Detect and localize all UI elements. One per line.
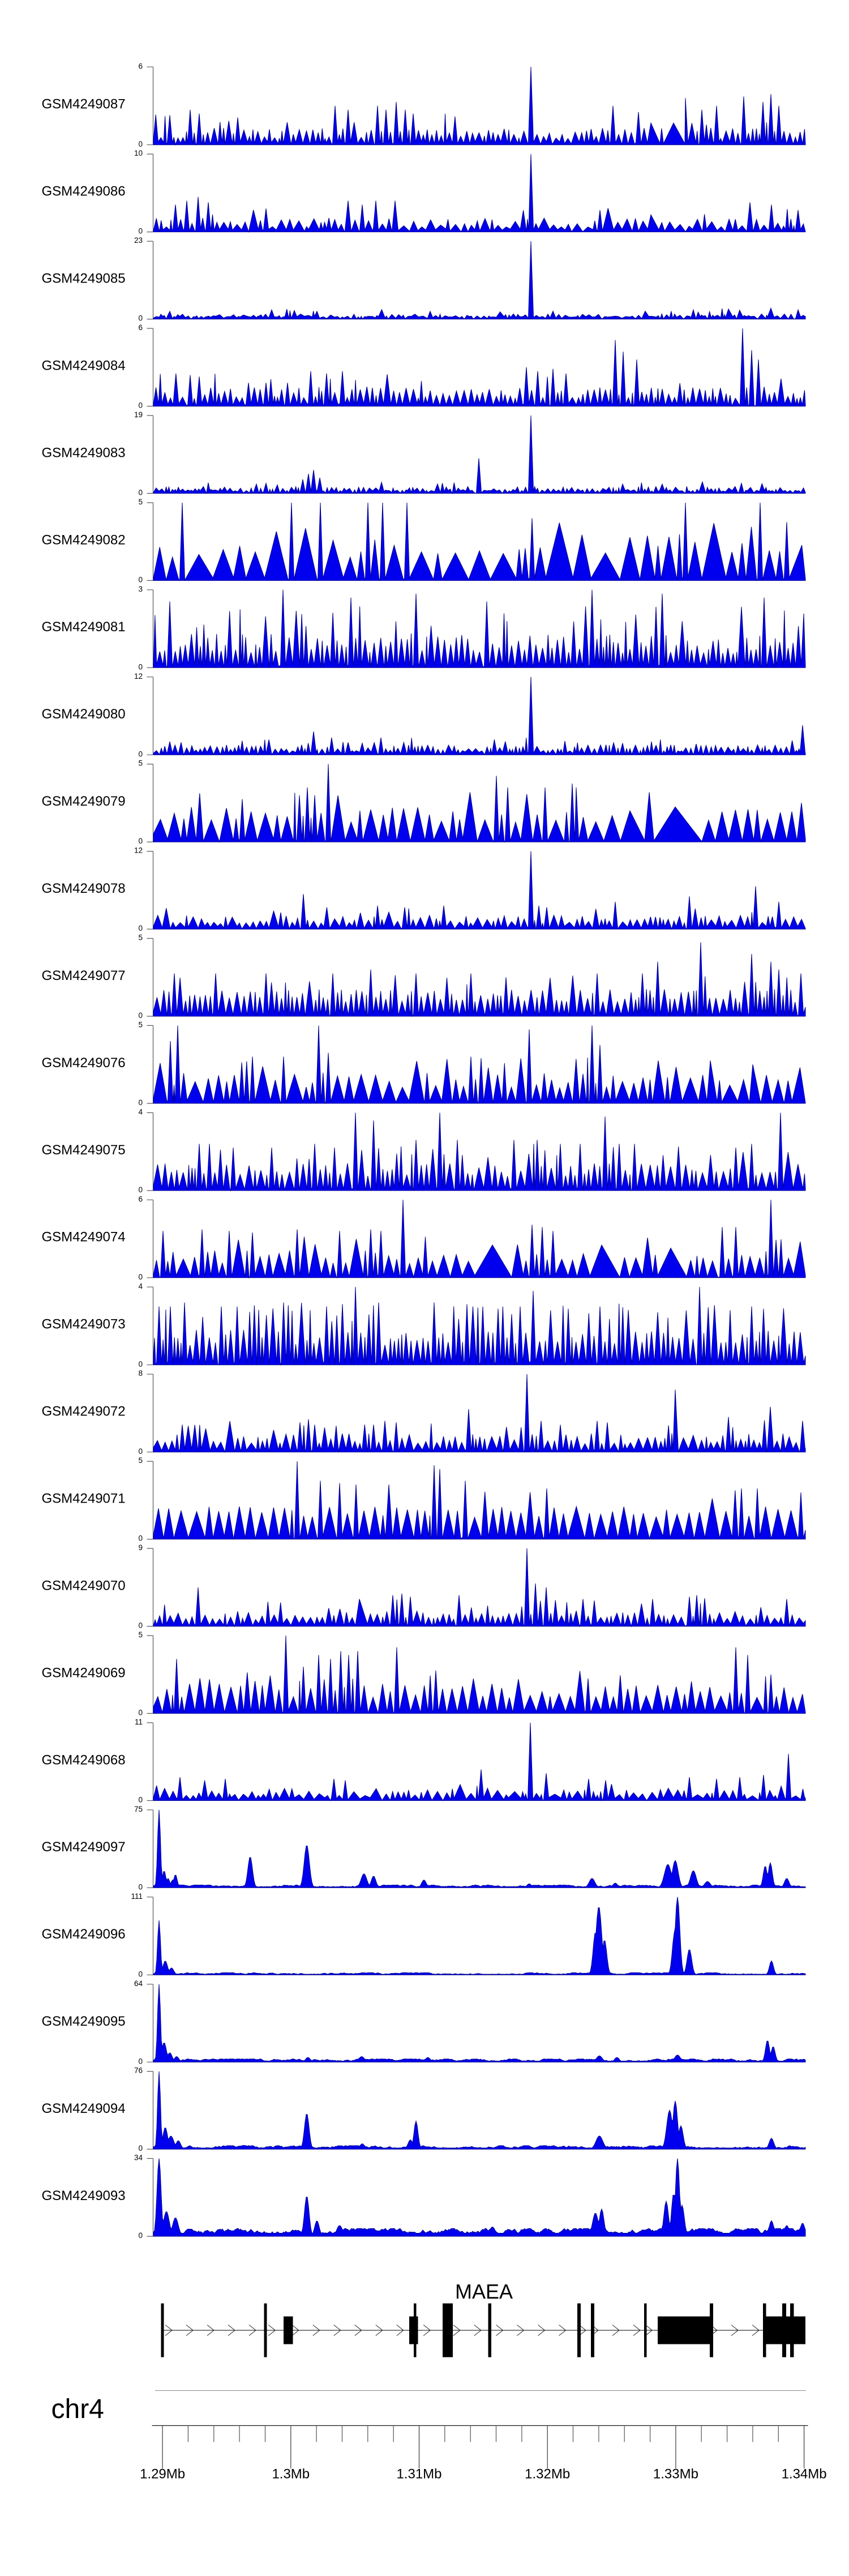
svg-text:6: 6	[138, 1195, 143, 1203]
svg-text:5: 5	[138, 1456, 143, 1465]
svg-text:GSM4249069: GSM4249069	[42, 1665, 126, 1680]
svg-text:GSM4249085: GSM4249085	[42, 271, 126, 286]
svg-text:0: 0	[138, 837, 143, 845]
svg-text:5: 5	[138, 498, 143, 506]
svg-text:75: 75	[134, 1805, 143, 1813]
svg-text:0: 0	[138, 1186, 143, 1194]
svg-text:0: 0	[138, 2231, 143, 2240]
svg-text:GSM4249068: GSM4249068	[42, 1752, 126, 1768]
svg-text:1.3Mb: 1.3Mb	[272, 2467, 310, 2482]
svg-text:0: 0	[138, 1273, 143, 1281]
svg-text:11: 11	[135, 1718, 143, 1726]
svg-text:chr4: chr4	[52, 2394, 104, 2424]
svg-text:4: 4	[138, 1282, 143, 1290]
svg-text:GSM4249079: GSM4249079	[42, 794, 126, 809]
svg-text:6: 6	[138, 323, 143, 332]
svg-text:1.33Mb: 1.33Mb	[653, 2467, 698, 2482]
svg-text:GSM4249073: GSM4249073	[42, 1317, 126, 1332]
svg-text:GSM4249076: GSM4249076	[42, 1055, 126, 1071]
svg-text:0: 0	[138, 750, 143, 758]
svg-text:0: 0	[138, 662, 143, 671]
svg-text:0: 0	[138, 1360, 143, 1368]
svg-text:12: 12	[134, 672, 143, 681]
svg-text:GSM4249078: GSM4249078	[42, 881, 126, 896]
svg-text:0: 0	[138, 2144, 143, 2153]
svg-text:GSM4249096: GSM4249096	[42, 1927, 126, 1942]
svg-text:6: 6	[138, 62, 143, 70]
svg-text:MAEA: MAEA	[455, 2280, 513, 2303]
svg-text:0: 0	[138, 1970, 143, 1978]
svg-text:GSM4249071: GSM4249071	[42, 1491, 126, 1507]
svg-text:4: 4	[138, 1108, 143, 1116]
svg-text:GSM4249097: GSM4249097	[42, 1839, 126, 1855]
svg-text:23: 23	[134, 236, 143, 245]
svg-text:1.31Mb: 1.31Mb	[396, 2467, 441, 2482]
svg-text:0: 0	[138, 2057, 143, 2065]
svg-text:GSM4249074: GSM4249074	[42, 1230, 126, 1245]
svg-text:GSM4249082: GSM4249082	[42, 532, 126, 547]
svg-text:GSM4249087: GSM4249087	[42, 97, 126, 112]
svg-text:0: 0	[138, 1011, 143, 1020]
svg-text:1.29Mb: 1.29Mb	[140, 2467, 185, 2482]
svg-text:5: 5	[138, 934, 143, 942]
svg-text:5: 5	[138, 1021, 143, 1029]
svg-text:GSM4249083: GSM4249083	[42, 445, 126, 460]
svg-text:GSM4249086: GSM4249086	[42, 184, 126, 199]
svg-text:GSM4249077: GSM4249077	[42, 968, 126, 983]
svg-text:34: 34	[134, 2154, 143, 2162]
svg-text:0: 0	[138, 1098, 143, 1107]
svg-text:1.32Mb: 1.32Mb	[525, 2467, 570, 2482]
svg-text:0: 0	[138, 227, 143, 236]
svg-text:GSM4249094: GSM4249094	[42, 2101, 126, 2116]
svg-text:0: 0	[138, 924, 143, 932]
svg-text:0: 0	[138, 401, 143, 410]
svg-text:GSM4249080: GSM4249080	[42, 707, 126, 722]
svg-text:GSM4249072: GSM4249072	[42, 1404, 126, 1419]
svg-text:GSM4249070: GSM4249070	[42, 1578, 126, 1594]
svg-text:3: 3	[138, 585, 143, 593]
svg-text:0: 0	[138, 1882, 143, 1891]
svg-text:GSM4249095: GSM4249095	[42, 2014, 126, 2029]
svg-text:10: 10	[134, 149, 143, 157]
svg-text:9: 9	[138, 1543, 143, 1552]
svg-text:0: 0	[138, 576, 143, 584]
svg-text:5: 5	[138, 1631, 143, 1639]
svg-text:GSM4249075: GSM4249075	[42, 1142, 126, 1158]
svg-text:0: 0	[138, 1621, 143, 1630]
svg-text:0: 0	[138, 140, 143, 148]
svg-text:0: 0	[138, 314, 143, 323]
svg-text:8: 8	[138, 1369, 143, 1377]
svg-text:GSM4249093: GSM4249093	[42, 2188, 126, 2203]
svg-text:64: 64	[134, 1979, 143, 1988]
svg-text:0: 0	[138, 1447, 143, 1456]
svg-text:0: 0	[138, 489, 143, 497]
svg-text:19: 19	[134, 410, 143, 419]
svg-text:1.34Mb: 1.34Mb	[782, 2467, 827, 2482]
svg-text:76: 76	[134, 2066, 143, 2075]
svg-text:0: 0	[138, 1796, 143, 1804]
svg-text:0: 0	[138, 1709, 143, 1717]
svg-text:111: 111	[131, 1892, 143, 1901]
svg-text:GSM4249081: GSM4249081	[42, 619, 126, 635]
svg-text:GSM4249084: GSM4249084	[42, 358, 126, 373]
svg-text:12: 12	[134, 846, 143, 855]
svg-text:0: 0	[138, 1534, 143, 1543]
svg-text:5: 5	[138, 759, 143, 768]
